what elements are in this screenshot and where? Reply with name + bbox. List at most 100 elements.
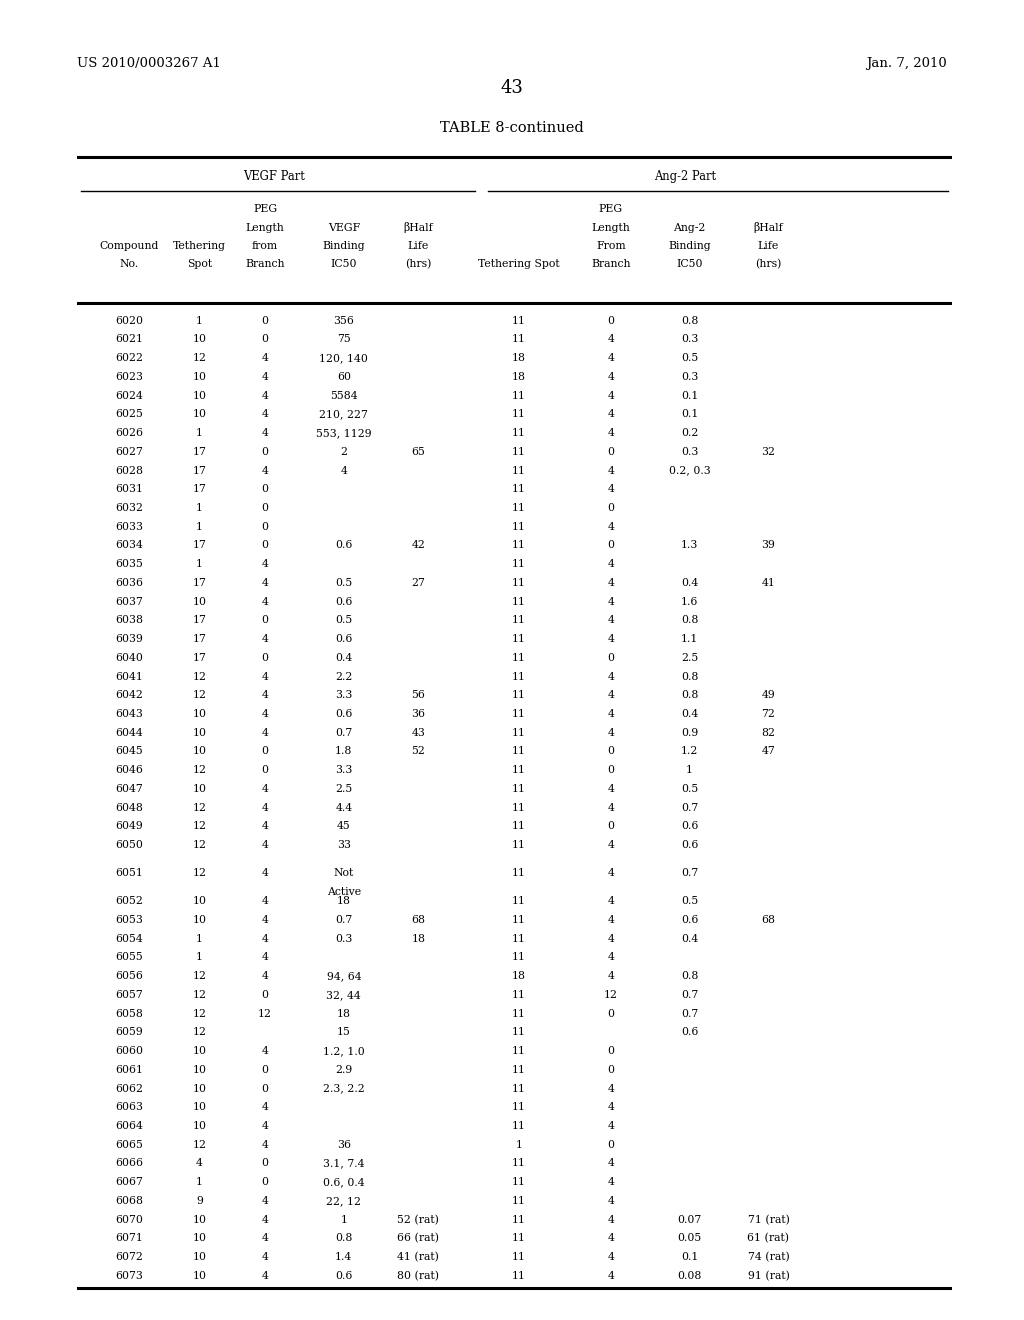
Text: 4: 4	[607, 1084, 614, 1093]
Text: 0.6: 0.6	[335, 634, 352, 644]
Text: 65: 65	[412, 446, 425, 457]
Text: 0: 0	[261, 766, 268, 775]
Text: 11: 11	[512, 391, 526, 400]
Text: 11: 11	[512, 1027, 526, 1038]
Text: 12: 12	[193, 1027, 207, 1038]
Text: 0: 0	[607, 315, 614, 326]
Text: 22, 12: 22, 12	[327, 1196, 361, 1206]
Text: 4: 4	[261, 1233, 268, 1243]
Text: 0: 0	[607, 747, 614, 756]
Text: 11: 11	[512, 1214, 526, 1225]
Text: 5584: 5584	[330, 391, 357, 400]
Text: 553, 1129: 553, 1129	[316, 428, 372, 438]
Text: 33: 33	[337, 840, 351, 850]
Text: 17: 17	[193, 540, 206, 550]
Text: 6064: 6064	[116, 1121, 143, 1131]
Text: 0.8: 0.8	[681, 672, 698, 681]
Text: 4: 4	[607, 896, 614, 907]
Text: 0.3: 0.3	[335, 933, 352, 944]
Text: 4: 4	[261, 972, 268, 981]
Text: 41 (rat): 41 (rat)	[397, 1251, 439, 1262]
Text: 1.8: 1.8	[335, 747, 352, 756]
Text: 9: 9	[196, 1196, 203, 1206]
Text: 11: 11	[512, 933, 526, 944]
Text: 0.4: 0.4	[335, 653, 352, 663]
Text: 4: 4	[261, 1196, 268, 1206]
Text: 0: 0	[261, 1159, 268, 1168]
Text: 4: 4	[607, 672, 614, 681]
Text: 12: 12	[193, 803, 207, 813]
Text: Branch: Branch	[246, 259, 285, 269]
Text: 0.3: 0.3	[681, 372, 698, 381]
Text: 4: 4	[607, 391, 614, 400]
Text: 10: 10	[193, 747, 207, 756]
Text: Jan. 7, 2010: Jan. 7, 2010	[866, 57, 947, 70]
Text: 11: 11	[512, 784, 526, 793]
Text: 0.7: 0.7	[681, 1008, 698, 1019]
Text: 4: 4	[261, 915, 268, 925]
Text: βHalf: βHalf	[403, 222, 433, 234]
Text: 4: 4	[607, 709, 614, 719]
Text: 0: 0	[607, 653, 614, 663]
Text: 18: 18	[337, 1008, 351, 1019]
Text: 4: 4	[607, 354, 614, 363]
Text: 0: 0	[261, 1177, 268, 1187]
Text: 18: 18	[512, 972, 526, 981]
Text: 6038: 6038	[116, 615, 143, 626]
Text: (hrs): (hrs)	[406, 259, 431, 269]
Text: 17: 17	[193, 615, 206, 626]
Text: 0: 0	[261, 540, 268, 550]
Text: 80 (rat): 80 (rat)	[397, 1271, 439, 1280]
Text: 6031: 6031	[116, 484, 143, 494]
Text: 0.4: 0.4	[681, 578, 698, 587]
Text: 6050: 6050	[116, 840, 143, 850]
Text: Tethering: Tethering	[173, 242, 226, 251]
Text: 0: 0	[261, 653, 268, 663]
Text: 11: 11	[512, 1159, 526, 1168]
Text: 6056: 6056	[116, 972, 143, 981]
Text: 6020: 6020	[116, 315, 143, 326]
Text: 0: 0	[607, 766, 614, 775]
Text: 11: 11	[512, 1177, 526, 1187]
Text: 4: 4	[607, 784, 614, 793]
Text: (hrs): (hrs)	[756, 259, 781, 269]
Text: 6054: 6054	[116, 933, 143, 944]
Text: 0: 0	[261, 503, 268, 513]
Text: 1: 1	[196, 315, 203, 326]
Text: 6072: 6072	[116, 1253, 143, 1262]
Text: 1: 1	[196, 503, 203, 513]
Text: 2.5: 2.5	[335, 784, 352, 793]
Text: 11: 11	[512, 727, 526, 738]
Text: 10: 10	[193, 1214, 207, 1225]
Text: 0.7: 0.7	[335, 915, 352, 925]
Text: 6068: 6068	[116, 1196, 143, 1206]
Text: 4: 4	[261, 1121, 268, 1131]
Text: 4: 4	[607, 1121, 614, 1131]
Text: 11: 11	[512, 709, 526, 719]
Text: 4: 4	[261, 428, 268, 438]
Text: 10: 10	[193, 372, 207, 381]
Text: 3.3: 3.3	[335, 766, 352, 775]
Text: 15: 15	[337, 1027, 351, 1038]
Text: 0.6: 0.6	[681, 915, 698, 925]
Text: 17: 17	[193, 484, 206, 494]
Text: 0: 0	[607, 821, 614, 832]
Text: 6044: 6044	[116, 727, 143, 738]
Text: 1.3: 1.3	[681, 540, 698, 550]
Text: 4: 4	[261, 672, 268, 681]
Text: 74 (rat): 74 (rat)	[748, 1251, 790, 1262]
Text: 0: 0	[607, 503, 614, 513]
Text: 4: 4	[607, 933, 614, 944]
Text: 10: 10	[193, 1084, 207, 1093]
Text: 82: 82	[762, 727, 775, 738]
Text: 12: 12	[193, 840, 207, 850]
Text: 6040: 6040	[116, 653, 143, 663]
Text: 11: 11	[512, 446, 526, 457]
Text: No.: No.	[120, 259, 139, 269]
Text: 6034: 6034	[116, 540, 143, 550]
Text: 10: 10	[193, 727, 207, 738]
Text: 4: 4	[261, 391, 268, 400]
Text: 12: 12	[193, 1139, 207, 1150]
Text: 12: 12	[193, 672, 207, 681]
Text: 18: 18	[512, 354, 526, 363]
